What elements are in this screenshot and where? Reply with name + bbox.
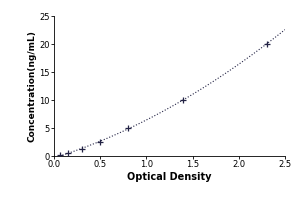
X-axis label: Optical Density: Optical Density	[127, 172, 212, 182]
Y-axis label: Concentration(ng/mL): Concentration(ng/mL)	[28, 30, 37, 142]
